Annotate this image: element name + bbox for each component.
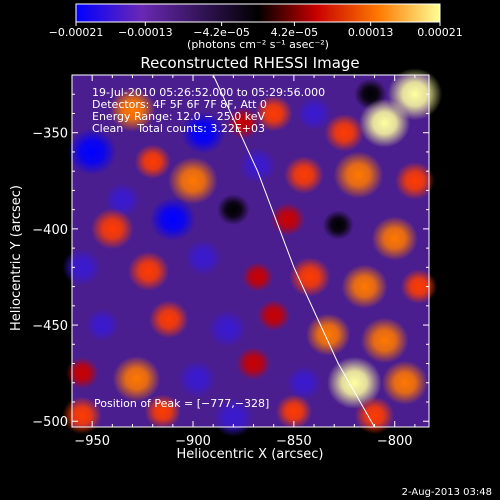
heatmap-source bbox=[109, 87, 156, 132]
heatmap-source bbox=[180, 111, 226, 154]
heatmap-source bbox=[333, 151, 384, 199]
colorbar-tick-label: 0.00021 bbox=[417, 26, 463, 39]
heatmap-source bbox=[85, 308, 120, 342]
colorbar-gradient bbox=[75, 3, 441, 23]
colorbar-ticks: −0.00021 −0.00013 −4.2e−05 4.2e−05 0.00013 0.… bbox=[49, 22, 463, 39]
heatmap-source bbox=[395, 162, 435, 200]
solar-limb-line bbox=[212, 74, 375, 428]
colorbar-tick-label: −0.00021 bbox=[49, 26, 104, 39]
x-tick-label: −800 bbox=[377, 434, 413, 449]
colorbar-tick-label: 4.2e−05 bbox=[271, 26, 318, 39]
heatmap-source bbox=[324, 113, 364, 152]
plot-area: 19-Jul-2010 05:26:52.000 to 05:29:56.000… bbox=[62, 68, 443, 437]
heatmap-source bbox=[238, 147, 277, 184]
x-tick-label: −950 bbox=[74, 434, 110, 449]
heatmap-source bbox=[207, 310, 247, 348]
heatmap-source bbox=[149, 197, 196, 242]
image-sources bbox=[62, 68, 443, 437]
colorbar-tick-label: −4.2e−05 bbox=[193, 26, 250, 39]
heatmap-source bbox=[177, 360, 217, 398]
colorbar-unit-label: (photons cm⁻² s⁻¹ asec⁻²) bbox=[187, 38, 329, 51]
y-tick-label: −500 bbox=[32, 415, 68, 430]
y-tick-label: −450 bbox=[32, 319, 68, 334]
colorbar: −0.00021 −0.00013 −4.2e−05 4.2e−05 0.00013 0.… bbox=[49, 3, 463, 51]
heatmap-source bbox=[134, 144, 171, 179]
heatmap-source bbox=[227, 107, 260, 139]
heatmap-source bbox=[257, 299, 291, 331]
annotation-peak-position: Position of Peak = [−777,−328] bbox=[94, 397, 269, 410]
date-stamp: 2-Aug-2013 03:48 bbox=[402, 487, 492, 498]
heatmap-source bbox=[184, 239, 223, 276]
annotation-clean-counts: Clean Total counts: 3.22E+03 bbox=[92, 122, 265, 135]
heatmap-source bbox=[65, 357, 99, 389]
annotation-time-range: 19-Jul-2010 05:26:52.000 to 05:29:56.000 bbox=[92, 86, 325, 99]
heatmap-source bbox=[236, 347, 271, 380]
plot-frame bbox=[71, 74, 430, 428]
heatmap-source bbox=[400, 269, 437, 304]
heatmap-source bbox=[149, 300, 189, 339]
heatmap-source bbox=[371, 216, 418, 261]
annotation-energy-range: Energy Range: 12.0 − 25.0 keV bbox=[92, 110, 266, 123]
heatmap-source bbox=[112, 356, 161, 402]
y-tick-label: −400 bbox=[32, 223, 68, 238]
heatmap-source bbox=[285, 365, 322, 400]
heatmap-source bbox=[327, 356, 382, 409]
x-tick-label: −900 bbox=[175, 434, 211, 449]
heatmap-source bbox=[62, 248, 102, 287]
colorbar-tick-label: 0.00013 bbox=[348, 26, 394, 39]
heatmap-source bbox=[128, 251, 170, 291]
heatmap-source bbox=[254, 95, 293, 132]
y-axis: −350 −400 −450 −500 bbox=[32, 74, 429, 430]
heatmap-source bbox=[217, 194, 250, 226]
heatmap-source bbox=[381, 360, 428, 405]
x-axis-label: Heliocentric X (arcsec) bbox=[177, 447, 324, 462]
chart-title: Reconstructed RHESSI Image bbox=[140, 54, 359, 72]
heatmap-source bbox=[354, 396, 395, 435]
heatmap-source bbox=[305, 313, 351, 356]
annotation-detectors: Detectors: 4F 5F 6F 7F 8F, Att 0 bbox=[92, 98, 267, 111]
x-tick-label: −850 bbox=[276, 434, 312, 449]
heatmap-source bbox=[242, 262, 274, 292]
heatmap-source bbox=[275, 394, 312, 429]
y-tick-label: −350 bbox=[32, 127, 68, 142]
heatmap-source bbox=[144, 394, 181, 429]
heatmap-source bbox=[295, 96, 333, 131]
y-axis-label: Heliocentric Y (arcsec) bbox=[9, 185, 24, 331]
heatmap-source bbox=[289, 257, 331, 297]
heatmap-source bbox=[284, 156, 324, 194]
heatmap-source bbox=[360, 317, 409, 364]
colorbar-tick-label: −0.00013 bbox=[118, 26, 173, 39]
heatmap-source bbox=[322, 210, 354, 240]
heatmap-source bbox=[168, 157, 218, 205]
heatmap-source bbox=[341, 264, 388, 309]
heatmap-source bbox=[90, 208, 134, 250]
x-axis: −950 −900 −850 −800 bbox=[71, 75, 416, 449]
heatmap-source bbox=[67, 128, 117, 176]
